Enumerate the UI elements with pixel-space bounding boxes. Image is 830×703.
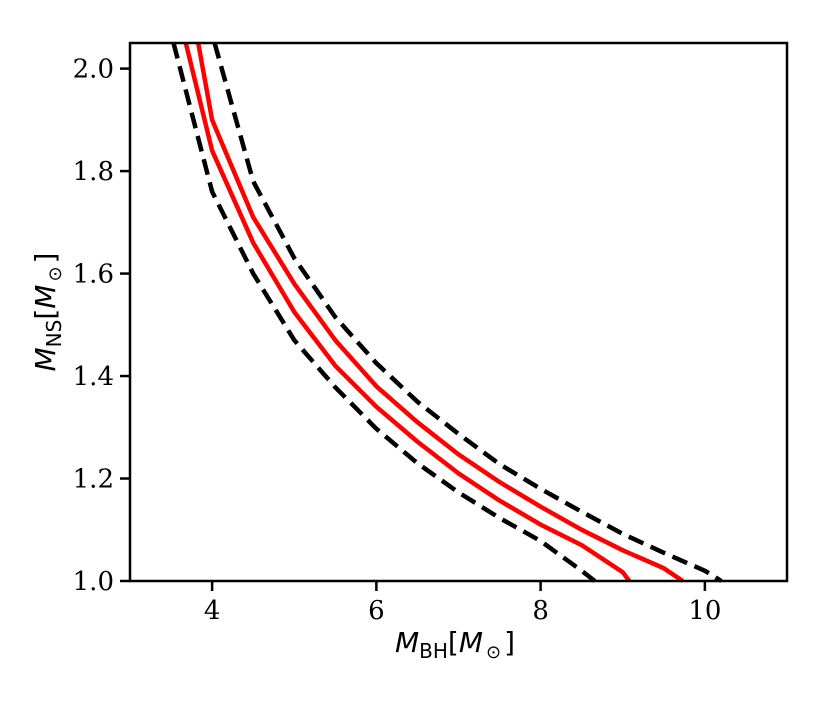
series-line-1 [171, 42, 597, 583]
x-tick-label: 8 [532, 596, 549, 626]
y-axis-ticks: 1.0 1.2 1.4 1.6 1.8 2.0 [73, 55, 130, 597]
series-line-2 [183, 42, 632, 583]
x-tick-label: 10 [688, 596, 721, 626]
y-tick-label: 1.4 [73, 362, 114, 392]
plot-frame [128, 41, 789, 583]
y-tick-label: 2.0 [73, 55, 114, 85]
x-tick-label: 6 [368, 596, 385, 626]
y-tick-label: 1.2 [73, 465, 114, 495]
series-line-3 [195, 42, 684, 583]
series-line-4 [212, 42, 723, 583]
x-tick-label: 4 [204, 596, 221, 626]
y-tick-label: 1.8 [73, 157, 114, 187]
y-axis-label: MNS[M⊙] [29, 253, 66, 372]
series-layer [171, 42, 723, 583]
y-tick-label: 1.6 [73, 260, 114, 290]
x-axis-label: MBH[M ⊙] [395, 626, 515, 663]
x-axis-ticks: 4 6 8 10 [204, 581, 721, 626]
y-tick-label: 1.0 [73, 567, 114, 597]
